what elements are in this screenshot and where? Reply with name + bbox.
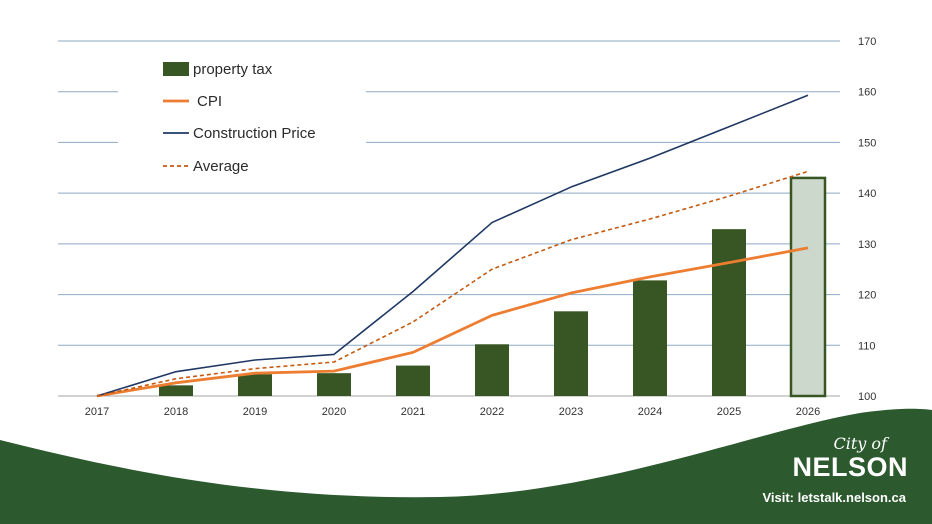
- line-cpi: [96, 246, 809, 398]
- y-tick-label: 140: [858, 188, 876, 200]
- x-tick-label: 2018: [164, 406, 188, 418]
- bar-2019: [238, 374, 272, 396]
- line-construction-price: [96, 94, 809, 397]
- bar-2022: [475, 344, 509, 396]
- x-axis-labels: 2017 2018 2019 2020 2021 2022 2023 2024 2025 2026: [85, 406, 820, 418]
- visit-link[interactable]: Visit: letstalk.nelson.ca: [762, 490, 906, 505]
- x-tick-label: 2025: [717, 406, 741, 418]
- y-tick-label: 160: [858, 87, 876, 99]
- bar-2024: [633, 280, 667, 396]
- x-tick-label: 2019: [243, 406, 267, 418]
- legend-background: [118, 54, 366, 182]
- line-series: [96, 94, 809, 398]
- bar-series: [159, 176, 827, 398]
- y-tick-label: 100: [858, 391, 876, 403]
- logo-city-of: City of: [833, 434, 887, 453]
- legend-label: CPI: [197, 93, 222, 110]
- legend-label: Construction Price: [193, 125, 316, 142]
- y-tick-label: 120: [858, 290, 876, 302]
- y-tick-label: 130: [858, 239, 876, 251]
- y-tick-label: 170: [858, 36, 876, 48]
- y-tick-label: 150: [858, 137, 876, 149]
- x-tick-label: 2017: [85, 406, 109, 418]
- legend-swatch-property-tax: [163, 62, 189, 76]
- x-tick-label: 2022: [480, 406, 504, 418]
- legend-label: Average: [193, 158, 249, 175]
- x-tick-label: 2020: [322, 406, 346, 418]
- bar-2023: [554, 311, 588, 396]
- x-tick-label: 2024: [638, 406, 662, 418]
- x-tick-label: 2026: [796, 406, 820, 418]
- bar-2018: [159, 385, 193, 396]
- bar-2020: [317, 373, 351, 396]
- legend-label: property tax: [193, 61, 273, 78]
- line-average: [96, 170, 809, 397]
- bar-2026: [789, 176, 827, 398]
- bar-2021: [396, 365, 430, 396]
- logo-name: NELSON: [792, 452, 908, 482]
- bar-2025: [712, 229, 746, 396]
- y-tick-label: 110: [858, 340, 876, 352]
- y-axis-labels: 100 110 120 130 140 150 160 170: [858, 36, 876, 403]
- legend: property tax CPI Construction Price Average: [118, 54, 366, 182]
- city-logo: City of NELSON: [792, 434, 908, 483]
- x-tick-label: 2023: [559, 406, 583, 418]
- x-tick-label: 2021: [401, 406, 425, 418]
